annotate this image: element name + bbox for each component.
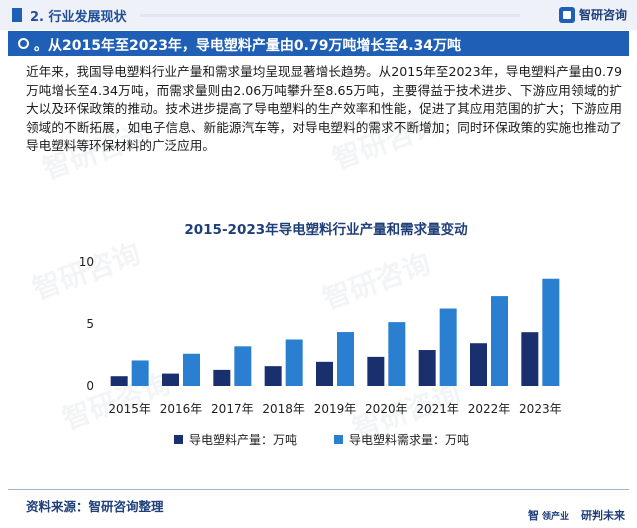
source-note: 资料来源：智研咨询整理 — [26, 499, 164, 514]
footer-slogan-part-b: 研判未来 — [581, 509, 625, 522]
bar-production — [418, 350, 436, 386]
x-tick-label: 2017年 — [211, 402, 254, 416]
x-tick-label: 2018年 — [262, 402, 305, 416]
x-tick-label: 2016年 — [160, 402, 203, 416]
headline-text: 。从2015年至2023年，导电塑料产量由0.79万吨增长至4.34万吨 — [34, 38, 462, 54]
bar-chart: 2015-2023年导电塑料行业产量和需求量变动 0 5 10 2015年 2016年… — [79, 221, 562, 447]
bullet-circle-icon — [18, 38, 29, 49]
bar-production — [470, 343, 487, 386]
bar-production — [213, 369, 231, 386]
y-tick-label: 5 — [86, 317, 94, 331]
x-tick-label: 2021年 — [416, 402, 459, 416]
brand-logo-icon — [558, 6, 575, 23]
bar-demand — [285, 339, 303, 386]
bar-demand — [439, 308, 457, 386]
bar-production — [110, 376, 128, 386]
bar-production — [316, 361, 333, 386]
bar-production — [264, 366, 282, 386]
bar-production — [367, 356, 385, 386]
bar-demand — [337, 332, 354, 386]
bar-production — [521, 332, 539, 386]
brand: 智研咨询 — [558, 6, 627, 23]
bar-demand — [491, 296, 508, 386]
legend-label: 导电塑料需求量：万吨 — [349, 432, 469, 447]
x-tick-label: 2020年 — [365, 402, 408, 416]
legend-label: 导电塑料产量：万吨 — [189, 432, 297, 447]
footer-divider — [8, 489, 629, 490]
bar-demand — [542, 278, 560, 386]
bar-demand — [234, 346, 252, 386]
bar-demand — [388, 322, 406, 386]
y-tick-label: 0 — [86, 379, 94, 393]
y-tick-label: 10 — [79, 255, 94, 269]
bar-demand — [183, 353, 200, 386]
x-tick-label: 2019年 — [314, 402, 357, 416]
bar-production — [162, 373, 179, 386]
section-header-bar: 2. 行业发展现状 智研咨询 — [0, 0, 637, 30]
x-tick-label: 2015年 — [108, 402, 151, 416]
headline-bar: 。从2015年至2023年，导电塑料产量由0.79万吨增长至4.34万吨 — [8, 31, 629, 56]
legend-swatch — [334, 435, 343, 444]
chart-title: 2015-2023年导电塑料行业产量和需求量变动 — [184, 221, 468, 238]
legend-swatch — [174, 435, 183, 444]
bar-demand — [131, 360, 149, 386]
section-title: 2. 行业发展现状 — [30, 10, 127, 25]
x-tick-label: 2023年 — [519, 402, 562, 416]
footer-brand: 智 领产业 研判未来 — [528, 507, 625, 523]
footer-slogan-part-a: 领产业 — [541, 511, 569, 522]
footer-brand-mark: 智 — [527, 509, 539, 522]
section-marker — [12, 8, 22, 22]
body-paragraph: 近年来，我国导电塑料行业产量和需求量均呈现显著增长趋势。从2015年至2023年… — [26, 64, 622, 154]
brand-name: 智研咨询 — [578, 8, 627, 22]
x-tick-label: 2022年 — [468, 402, 511, 416]
header-stripe — [140, 14, 520, 17]
